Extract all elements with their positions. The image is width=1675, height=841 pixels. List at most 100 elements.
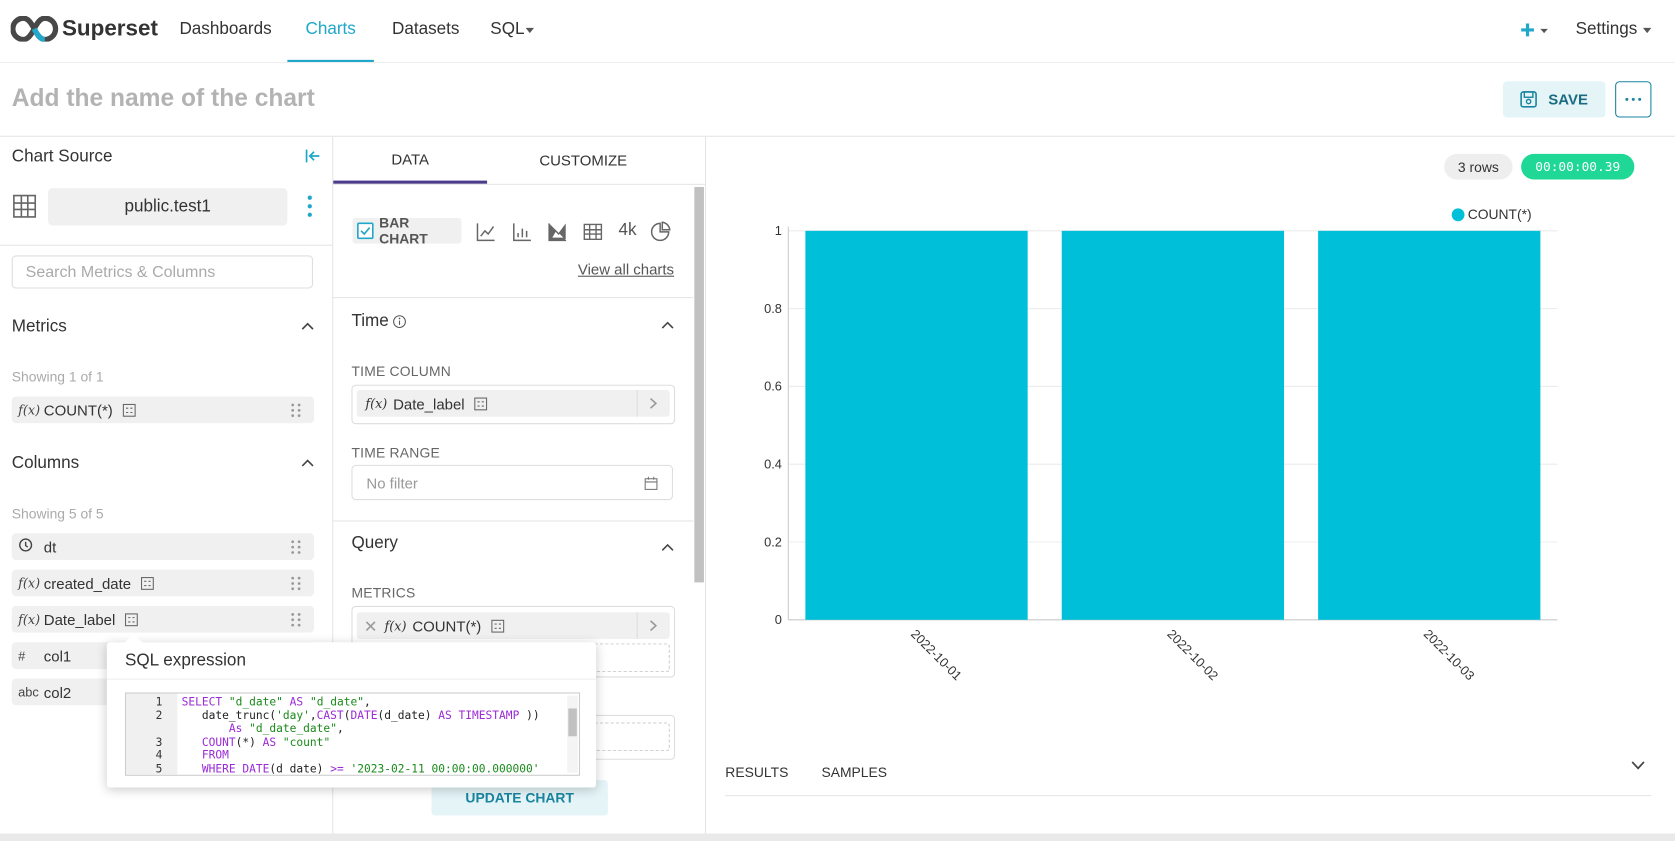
divider — [106, 678, 597, 680]
code-line: FROM — [182, 750, 229, 763]
code-line: As "d_date_date", — [182, 723, 344, 736]
y-tick-label: 0.6 — [764, 379, 782, 394]
bar — [1318, 230, 1541, 620]
type-label: # — [18, 648, 26, 664]
calc-icon — [113, 402, 137, 417]
type-label: abc — [18, 684, 39, 700]
legend-label[interactable]: COUNT(*) — [1468, 206, 1532, 222]
drag-handle — [291, 576, 302, 594]
save-button[interactable]: SAVE — [1502, 81, 1606, 118]
editor-scrollbar[interactable] — [567, 695, 578, 773]
line-number: 4 — [155, 749, 163, 763]
time-column-control[interactable]: f(x) Date_label — [351, 384, 676, 425]
chevron[interactable] — [301, 458, 314, 467]
x-tick-label: 2022-10-01 — [908, 626, 965, 683]
sql-editor[interactable]: 1 SELECT "d_date" AS "d_date", 2 date_trun… — [124, 692, 581, 776]
chart-title-input[interactable]: Add the name of the chart — [11, 83, 315, 112]
time-range-control[interactable]: No filter — [351, 464, 673, 501]
list-item[interactable]: dt — [11, 533, 315, 560]
dataset-name[interactable]: public.test1 — [48, 188, 288, 226]
code-token: (d_date) — [377, 709, 439, 722]
search-input[interactable]: Search Metrics & Columns — [11, 255, 313, 289]
nav-link[interactable]: Dashboards — [179, 20, 272, 39]
code-token: , — [309, 709, 317, 722]
more-button[interactable] — [1615, 81, 1652, 118]
type-label: f(x) — [18, 575, 41, 591]
kebab[interactable] — [306, 194, 315, 218]
scrollbar[interactable] — [694, 187, 704, 583]
tab[interactable]: CUSTOMIZE — [539, 151, 628, 169]
viz-icons[interactable] — [476, 221, 679, 242]
collapse-icon[interactable] — [305, 149, 321, 164]
settings[interactable]: Settings — [1575, 20, 1638, 39]
calc-icon — [131, 575, 155, 590]
viz-selected[interactable]: BAR CHART — [352, 214, 462, 247]
line-number: 5 — [155, 762, 163, 776]
code-token — [182, 763, 202, 775]
x-tick-label: 2022-10-02 — [1164, 626, 1221, 683]
divider — [0, 244, 333, 246]
list-item[interactable]: f(x) COUNT(*) — [11, 396, 315, 424]
nav-link[interactable]: SQL — [490, 20, 525, 39]
control-label: TIME RANGE — [351, 444, 440, 461]
tab[interactable]: DATA — [333, 137, 488, 184]
brand[interactable]: Superset — [61, 16, 158, 41]
section-heading[interactable]: Time — [351, 312, 407, 331]
calc-icon — [115, 612, 139, 627]
chevron[interactable] — [301, 322, 314, 331]
item-name: col1 — [43, 647, 72, 665]
y-tick-label: 0.8 — [764, 301, 782, 316]
item-name: created_date — [43, 574, 132, 592]
bar — [1061, 230, 1285, 620]
results-tab[interactable]: RESULTS — [725, 764, 789, 781]
code-token: "d_date" — [309, 695, 364, 709]
save-label: SAVE — [1548, 90, 1588, 108]
section-heading[interactable]: Query — [351, 534, 398, 553]
code-token: AS — [438, 709, 452, 722]
type-label: f(x) — [18, 611, 41, 627]
row-count: 3 rows — [1444, 153, 1513, 180]
nav-link[interactable]: Datasets — [392, 20, 460, 39]
results-tab[interactable]: SAMPLES — [821, 764, 888, 781]
view-all-link[interactable]: View all charts — [577, 260, 675, 278]
logo — [10, 16, 59, 42]
y-tick-label: 0 — [775, 612, 782, 627]
plus-menu[interactable] — [1521, 22, 1549, 37]
viz-name: BAR CHART — [379, 214, 428, 247]
code-token — [276, 736, 283, 749]
code-token: DATE — [350, 709, 378, 722]
type-icon — [18, 538, 44, 556]
list-item[interactable]: f(x) created_date — [11, 569, 315, 597]
code-token: "count" — [282, 736, 331, 749]
nav-link[interactable]: Charts — [305, 20, 356, 39]
caret — [525, 27, 535, 34]
arrow — [649, 620, 658, 632]
code-token: SELECT — [181, 695, 223, 709]
chevron[interactable] — [661, 543, 674, 552]
sql-popover: SQL expression 1 SELECT "d_date" AS "d_da… — [106, 633, 597, 788]
tag-arrow[interactable] — [636, 390, 670, 417]
code-token: (*) — [235, 736, 263, 749]
drag-handle — [291, 540, 302, 558]
chevron[interactable] — [1631, 761, 1645, 771]
code-token: '2023-02-11 00:00:00.000000' — [350, 762, 540, 776]
scroll-thumb[interactable] — [568, 708, 577, 737]
section-heading[interactable]: Metrics — [12, 317, 67, 336]
viz-icon-label[interactable]: 4k — [618, 221, 637, 240]
remove-icon[interactable] — [363, 618, 378, 633]
divider — [333, 520, 694, 522]
tag-arrow[interactable] — [636, 612, 670, 640]
code-token: AS — [289, 695, 304, 709]
query-duration: 00:00:00.39 — [1521, 153, 1635, 180]
chevron[interactable] — [661, 321, 674, 330]
divider — [725, 795, 1652, 797]
control-label: METRICS — [351, 584, 416, 601]
column-tag: f(x) Date_label — [356, 390, 670, 417]
save-icon — [1520, 91, 1538, 108]
popover-arrow — [123, 633, 144, 644]
type-label: f(x) — [384, 618, 407, 634]
list-item[interactable]: f(x) Date_label — [11, 605, 315, 633]
code-token: date_trunc( — [181, 709, 277, 722]
control-label: TIME COLUMN — [351, 363, 451, 380]
section-heading[interactable]: Columns — [12, 454, 79, 473]
